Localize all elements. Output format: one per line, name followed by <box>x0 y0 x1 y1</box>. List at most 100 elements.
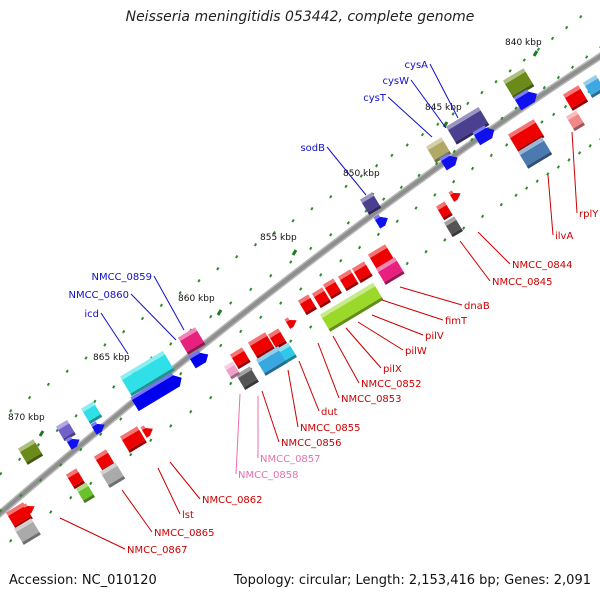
gene-NMCC_0862 <box>119 426 147 453</box>
track-tick <box>452 179 456 184</box>
track-tick <box>0 508 3 513</box>
gene-small-violet-top <box>55 419 70 431</box>
gene-fimT-face <box>378 260 404 283</box>
gene-small-blue-2-top <box>65 436 73 442</box>
pilX-label: pilX <box>383 364 402 375</box>
gene-NMCC_0862-side <box>128 439 147 453</box>
ilvA-label: ilvA <box>555 231 573 242</box>
gene-pilV-face <box>322 286 382 330</box>
track-tick <box>239 329 243 334</box>
track-tick <box>579 14 583 19</box>
gene-NMCC_0855-face <box>258 349 287 374</box>
gene-sodB-arrow-face <box>375 216 388 229</box>
gene-NMCC_0856-top <box>235 366 252 378</box>
gene-NMCC_0860 <box>188 350 209 369</box>
gene-rplY-face <box>565 88 587 109</box>
gene-rplY-c <box>565 110 585 132</box>
gene-red-d <box>311 287 331 309</box>
track-tick <box>310 206 314 211</box>
track-tick <box>59 463 63 467</box>
gene-cysA-top <box>445 106 481 130</box>
gene-NMCC_0860-face <box>190 352 209 369</box>
track-tick <box>480 90 484 95</box>
gene-NMCC_0859-side <box>186 341 206 355</box>
gene-red-e-side <box>305 306 317 316</box>
gene-0852-arrow-face <box>286 319 297 329</box>
gene-small-blue-2-face <box>67 438 80 450</box>
gene-red-c-face <box>325 281 341 297</box>
NMCC_0865-label: NMCC_0865 <box>154 528 215 539</box>
track-tick <box>540 120 544 124</box>
track-tick <box>470 166 475 171</box>
gene-NMCC_0845-side <box>451 228 463 238</box>
gene-rplY-side <box>571 99 589 111</box>
gene-red-a-top <box>337 269 353 280</box>
gene-red-b-side <box>359 273 373 284</box>
gene-fimT-side <box>384 270 405 285</box>
rplY-label: rplY <box>579 209 599 220</box>
gene-0862-arrow-face <box>142 427 153 438</box>
gene-NMCC_0845-top <box>443 216 457 226</box>
NMCC_0867-label: NMCC_0867 <box>127 545 188 556</box>
gene-NMCC_0845 <box>443 216 463 238</box>
track-tick <box>329 232 333 237</box>
gene-0852-arrow-top <box>284 317 290 322</box>
gene-rplY-b-top <box>582 74 598 86</box>
gene-icd-arrow-face <box>132 375 182 412</box>
gene-lst-grey-top <box>99 462 118 475</box>
gene-cysA-face <box>448 110 488 143</box>
cysA-leader <box>429 63 459 119</box>
gene-NMCC_0860-top <box>188 350 201 359</box>
gene-red-c-top <box>322 278 336 288</box>
track-tick <box>585 55 589 59</box>
NMCC_0856-leader <box>261 390 280 443</box>
scale-tick <box>216 309 223 316</box>
gene-lst-grey <box>99 462 126 488</box>
gene-red-e <box>297 294 317 316</box>
track-tick <box>46 382 51 387</box>
NMCC_0855-leader <box>287 369 299 428</box>
gene-0855-b <box>277 342 297 364</box>
gene-red-e-top <box>297 294 311 304</box>
gene-sodB-side <box>367 205 382 216</box>
track-tick <box>390 153 394 158</box>
gene-0865-green <box>75 482 95 504</box>
gene-NMCC_0862-face <box>121 429 146 451</box>
gene-dnaB-face <box>370 247 394 269</box>
gene-NMCC_0865-side <box>73 480 85 490</box>
gene-olive-left-face <box>20 442 42 463</box>
gene-NMCC_0855 <box>255 346 289 376</box>
gene-icd <box>119 350 175 397</box>
gene-0844-arrow <box>448 190 461 202</box>
gene-0865-green-side <box>83 494 95 504</box>
gene-rplY-b-side <box>590 87 600 99</box>
gene-0867-grey-top <box>13 518 34 532</box>
gene-0862-arrow-top <box>140 425 146 430</box>
track-tick <box>229 381 233 386</box>
track-tick <box>9 538 13 543</box>
track-tick <box>499 202 503 207</box>
NMCC_0862-label: NMCC_0862 <box>202 495 263 506</box>
gene-NMCC_0859-top <box>177 327 198 341</box>
gene-cysW <box>472 125 495 146</box>
scale-tick <box>532 50 539 57</box>
scale-label: 845 kbp <box>425 103 462 113</box>
gene-dut <box>229 347 251 370</box>
gene-small-blue-top <box>90 421 98 427</box>
gene-sodB-arrow <box>373 214 388 229</box>
gene-pilV <box>319 282 384 332</box>
track-tick <box>536 47 541 51</box>
NMCC_0859-label: NMCC_0859 <box>91 272 152 283</box>
gene-rplY-c-face <box>568 113 584 129</box>
track-tick <box>119 417 123 421</box>
track-tick <box>179 371 183 376</box>
gene-small-blue <box>90 421 105 435</box>
NMCC_0860-leader <box>130 293 177 341</box>
track-tick <box>249 287 253 292</box>
NMCC_0867-leader <box>59 517 126 550</box>
gene-0855-b-top <box>277 342 291 352</box>
track-tick <box>462 226 466 230</box>
track-tick <box>169 424 173 428</box>
track-tick <box>291 218 295 223</box>
gene-NMCC_0856-side <box>243 379 259 391</box>
